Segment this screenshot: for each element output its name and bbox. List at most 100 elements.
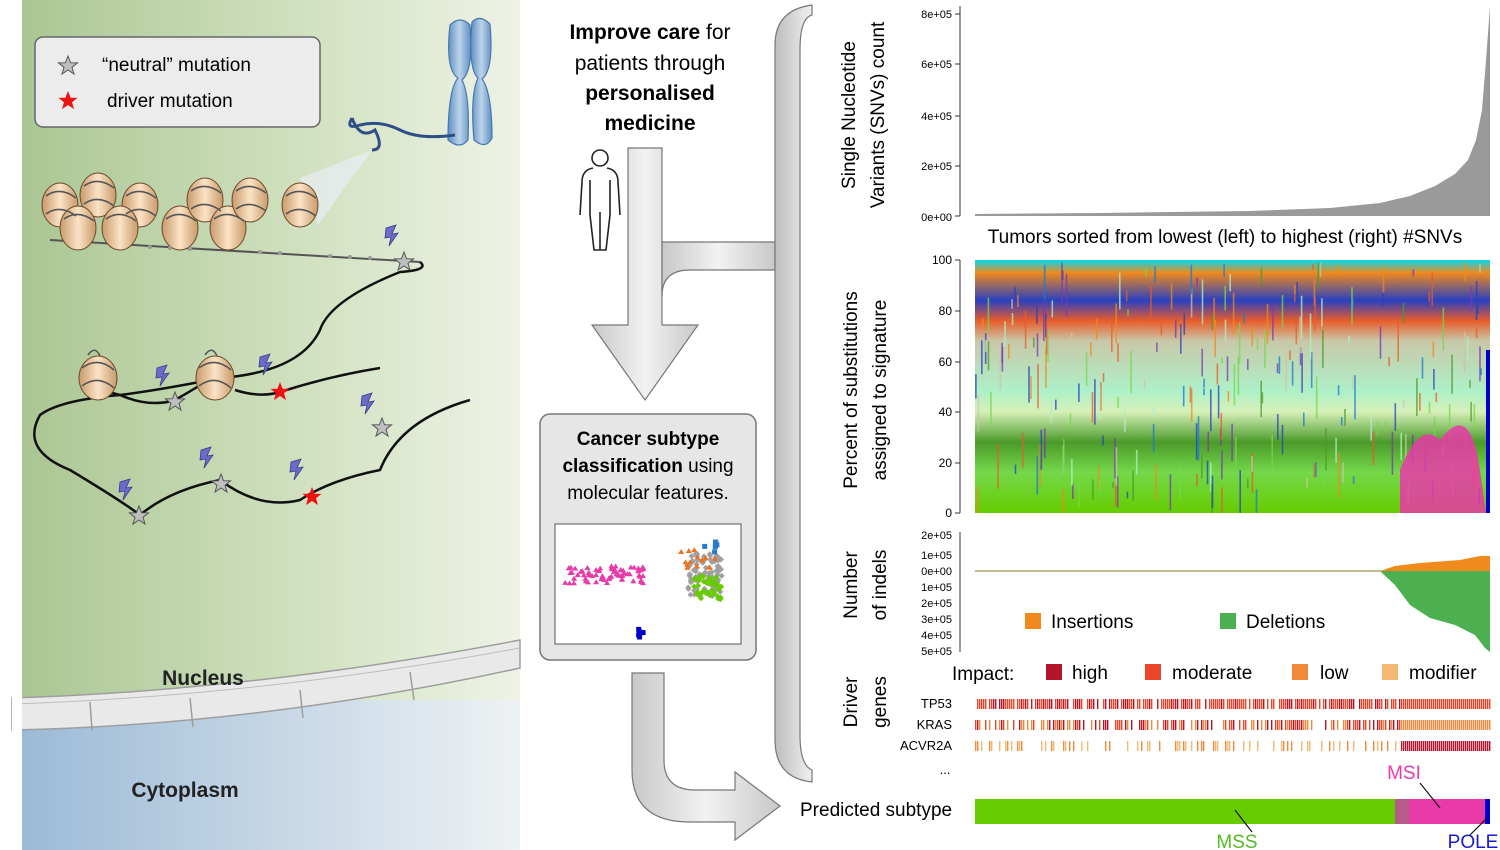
gene-track-mark xyxy=(1439,720,1441,730)
signature-texture-mark xyxy=(1247,478,1249,489)
gene-track-mark xyxy=(1469,741,1471,751)
chromosome-icon xyxy=(348,17,493,152)
gene-track-mark xyxy=(1057,699,1059,709)
signature-texture-mark xyxy=(1190,264,1193,294)
gene-track-mark xyxy=(1023,699,1025,709)
gene-track-mark xyxy=(1485,720,1487,730)
signature-texture-mark xyxy=(1135,449,1138,475)
signature-texture-mark xyxy=(1313,279,1316,306)
signature-texture-mark xyxy=(1154,266,1156,283)
signature-texture-mark xyxy=(1337,265,1340,277)
gene-track-mark xyxy=(1421,699,1423,709)
scatter-point xyxy=(692,568,699,575)
gene-track-mark xyxy=(1347,699,1349,709)
gene-track-mark xyxy=(1095,720,1097,730)
signature-texture-mark xyxy=(1221,357,1223,364)
gene-track-mark xyxy=(1009,699,1011,709)
signature-texture-mark xyxy=(1050,395,1053,424)
gene-track-mark xyxy=(1043,699,1045,709)
gene-track-mark xyxy=(1371,699,1373,709)
gene-track-mark xyxy=(1163,720,1165,730)
flow-arrow-down xyxy=(590,147,700,402)
gene-track-mark xyxy=(1011,699,1013,709)
gene-track-mark xyxy=(1041,699,1043,709)
gene-track-mark xyxy=(1287,720,1289,730)
indels-ylabel-1: Number xyxy=(841,551,862,619)
gene-track-mark xyxy=(1401,720,1403,730)
workflow: Improve care for patients through person… xyxy=(539,4,813,842)
gene-track-mark xyxy=(1445,741,1447,751)
gene-track-mark xyxy=(1307,720,1309,730)
gene-track-mark xyxy=(1255,699,1257,709)
gene-track-mark xyxy=(1209,699,1211,709)
signature-texture-mark xyxy=(1174,319,1177,338)
signature-texture-mark xyxy=(1201,348,1203,377)
gene-track-mark xyxy=(1197,720,1199,730)
gene-track-mark xyxy=(1285,699,1287,709)
gene-track-mark xyxy=(1443,699,1445,709)
gene-track-mark xyxy=(1409,699,1411,709)
impact-moderate-label: moderate xyxy=(1172,663,1252,684)
insertions-label: Insertions xyxy=(1051,612,1133,633)
nucleosome xyxy=(195,355,235,401)
signature-texture-mark xyxy=(1428,401,1431,414)
gene-track-mark xyxy=(1429,720,1431,730)
gene-track-mark xyxy=(1167,720,1169,730)
gene-track-mark xyxy=(1147,699,1149,709)
gene-track-mark xyxy=(1211,699,1213,709)
gene-track-mark xyxy=(1369,720,1371,730)
signature-texture-mark xyxy=(1116,476,1119,508)
impact-low-swatch xyxy=(1292,664,1308,680)
signature-texture xyxy=(975,262,1488,513)
signature-texture-mark xyxy=(1160,319,1163,336)
scatter-point xyxy=(688,553,695,560)
gene-track-mark xyxy=(1183,720,1185,730)
gene-track-mark xyxy=(1093,699,1095,709)
scatter-point xyxy=(640,630,646,636)
signature-texture-mark xyxy=(1229,274,1231,292)
gene-track-mark xyxy=(1293,720,1295,730)
gene-track-mark xyxy=(1257,741,1259,751)
gene-track-mark xyxy=(1463,741,1465,751)
gene-track-mark xyxy=(1149,699,1151,709)
gene-track-mark xyxy=(1343,720,1345,730)
gene-track-mark xyxy=(1271,699,1273,709)
snv-ylabel-2: Variants (SNVs) count xyxy=(868,21,889,208)
signature-texture-mark xyxy=(1071,331,1073,340)
gene-track-mark xyxy=(1391,699,1393,709)
signature-texture-mark xyxy=(1276,363,1279,374)
scatter-point xyxy=(685,584,692,591)
scatter-point xyxy=(693,563,700,569)
signature-texture-mark xyxy=(1342,462,1344,483)
signature-texture-mark xyxy=(1011,313,1014,326)
signature-texture-mark xyxy=(1344,409,1346,426)
gene-track-mark xyxy=(1419,720,1421,730)
signature-texture-mark xyxy=(1432,341,1435,358)
signature-texture-mark xyxy=(1376,421,1379,436)
gene-track-mark xyxy=(1443,741,1445,751)
gene-track-mark xyxy=(1207,720,1209,730)
gene-track-mark xyxy=(1325,720,1327,730)
signature-texture-mark xyxy=(1231,423,1233,462)
gene-track-mark xyxy=(1111,699,1113,709)
gene-track-mark xyxy=(1351,699,1353,709)
scatter-point xyxy=(593,571,600,577)
scatter-point xyxy=(706,551,713,558)
gene-track-mark xyxy=(1359,720,1361,730)
gene-track-mark xyxy=(1417,720,1419,730)
mutation-legend: “neutral” mutation driver mutation xyxy=(34,36,321,128)
gene-track-mark xyxy=(1157,699,1159,709)
signature-texture-mark xyxy=(1412,269,1415,277)
subtype-line2: classification using xyxy=(562,456,733,477)
predicted-subtype-label: Predicted subtype xyxy=(800,800,952,821)
impact-moderate-swatch xyxy=(1145,664,1161,680)
gene-track-mark xyxy=(1257,720,1259,730)
signature-texture-mark xyxy=(1338,452,1340,498)
scatter-point xyxy=(706,592,713,599)
scatter-point xyxy=(684,564,691,570)
chromatin-fiber xyxy=(41,172,421,263)
gene-track-mark xyxy=(1105,720,1107,730)
gene-track-mark xyxy=(1429,699,1431,709)
gene-track-mark xyxy=(977,720,979,730)
gene-track-mark xyxy=(1403,720,1405,730)
